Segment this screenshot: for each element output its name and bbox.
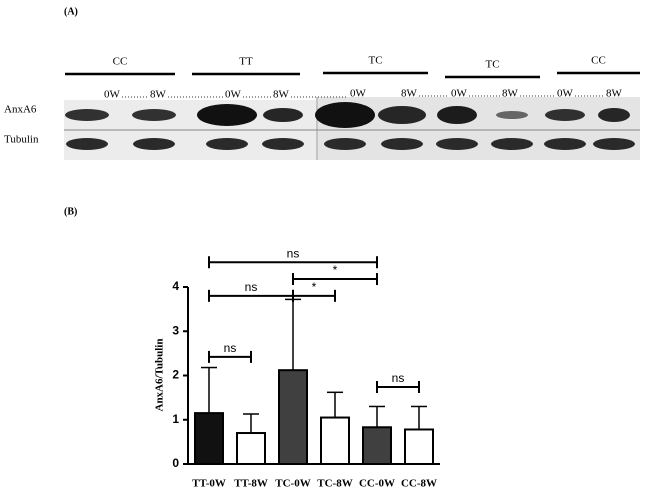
blot-band	[381, 138, 423, 150]
panel-label: (A)	[64, 6, 78, 17]
bar	[278, 369, 308, 465]
blot-band	[206, 138, 248, 150]
significance-label: ns	[287, 246, 300, 260]
blot-band	[544, 138, 586, 150]
x-tick-label: TC-8W	[317, 478, 352, 490]
group-label: CC	[591, 55, 606, 67]
y-tick-label: 0	[172, 456, 179, 470]
blot-band	[496, 111, 528, 119]
timepoint-label: 8W	[401, 88, 418, 100]
blot-band	[593, 138, 635, 150]
significance-label: ns	[224, 341, 237, 355]
bar	[236, 432, 266, 465]
blot-band	[437, 106, 477, 124]
timepoint-label: 0W	[350, 88, 367, 100]
timepoint-label: 0W	[104, 89, 121, 101]
bar	[362, 426, 392, 465]
x-tick-label: CC-8W	[401, 478, 437, 490]
blot-band	[598, 108, 630, 122]
blot-background	[318, 97, 640, 160]
bar	[320, 416, 350, 466]
group-label: TT	[239, 56, 253, 68]
timepoint-label: 0W	[451, 88, 468, 100]
significance-label: ns	[392, 371, 405, 385]
timepoint-label: 8W	[502, 88, 519, 100]
blot-band	[65, 109, 109, 121]
blot-band	[263, 108, 303, 122]
row-label: Tubulin	[4, 134, 39, 146]
group-label: TC	[485, 59, 499, 71]
bar	[404, 428, 434, 465]
x-tick-label: TT-0W	[192, 478, 226, 490]
blot-band	[133, 138, 175, 150]
timepoint-label: 8W	[150, 89, 167, 101]
timepoint-label: 8W	[273, 89, 290, 101]
blot-band	[324, 138, 366, 150]
panel-label: (B)	[64, 206, 77, 217]
significance-label: ns	[245, 280, 258, 294]
blot-band	[545, 109, 585, 121]
blot-band	[436, 138, 478, 150]
blot-band	[378, 106, 426, 124]
y-tick-label: 4	[172, 279, 179, 293]
y-tick-label: 3	[172, 323, 179, 337]
y-tick-label: 2	[172, 368, 179, 382]
blot-band	[262, 138, 304, 150]
group-label: CC	[113, 56, 128, 68]
row-label: AnxA6	[4, 104, 37, 116]
significance-label: *	[333, 263, 338, 277]
group-label: TC	[368, 55, 382, 67]
bar	[194, 412, 224, 465]
x-tick-label: CC-0W	[359, 478, 395, 490]
timepoint-label: 0W	[225, 89, 242, 101]
blot-band	[66, 138, 108, 150]
blot-band	[491, 138, 533, 150]
blot-band	[132, 109, 176, 121]
significance-label: *	[312, 280, 317, 294]
blot-band	[197, 104, 257, 126]
y-axis-title: AnxA6/Tubulin	[154, 339, 166, 412]
timepoint-label: 0W	[557, 88, 574, 100]
x-tick-label: TT-8W	[234, 478, 268, 490]
timepoint-label: 8W	[606, 88, 623, 100]
x-tick-label: TC-0W	[275, 478, 310, 490]
y-tick-label: 1	[172, 412, 179, 426]
blot-band	[315, 102, 375, 128]
